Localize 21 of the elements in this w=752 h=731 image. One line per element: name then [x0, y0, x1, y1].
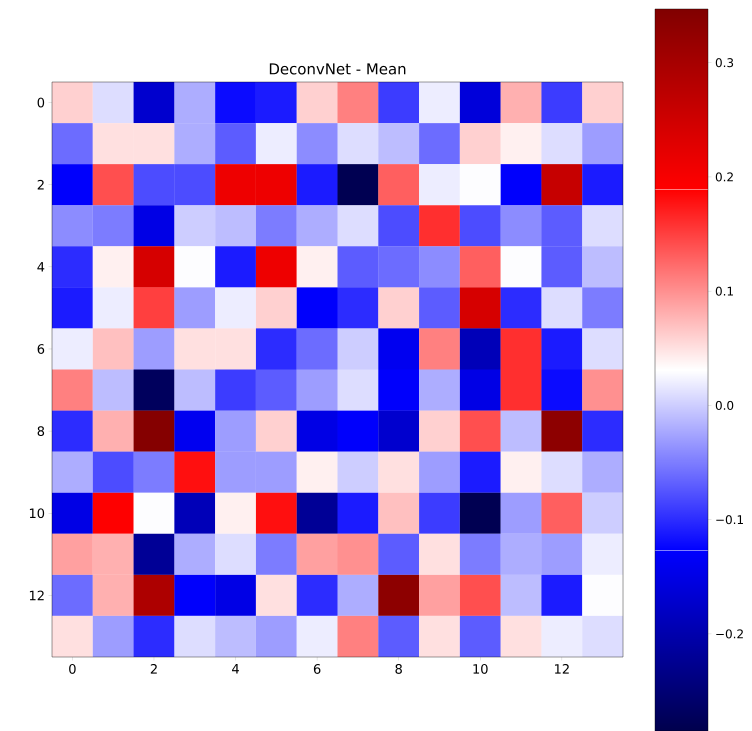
- x-tick-label: 12: [555, 664, 569, 674]
- x-tick-label: 0: [69, 664, 76, 674]
- y-tick-label: 6: [38, 344, 44, 354]
- x-tick-label: 2: [150, 664, 157, 674]
- chart-title: DeconvNet - Mean: [270, 63, 406, 75]
- color-bar-label: 0.3: [716, 58, 734, 68]
- color-bar-label: −0.2: [716, 629, 743, 638]
- x-tick-label: 6: [314, 664, 320, 674]
- y-tick-label: 4: [37, 262, 44, 272]
- y-tick-label: 12: [30, 590, 44, 600]
- x-tick-label: 4: [232, 664, 239, 674]
- y-tick-label: 8: [38, 426, 44, 436]
- y-tick-label: 0: [38, 98, 44, 108]
- y-tick-label: 10: [30, 508, 44, 518]
- color-bar-label: 0.0: [716, 400, 734, 410]
- color-bar-label: 0.2: [716, 172, 733, 182]
- color-bar-label: 0.1: [716, 286, 733, 296]
- color-bar-label: −0.1: [716, 515, 743, 524]
- y-tick-label: 2: [38, 180, 44, 190]
- x-tick-label: 10: [473, 664, 488, 674]
- x-tick-label: 8: [395, 664, 402, 674]
